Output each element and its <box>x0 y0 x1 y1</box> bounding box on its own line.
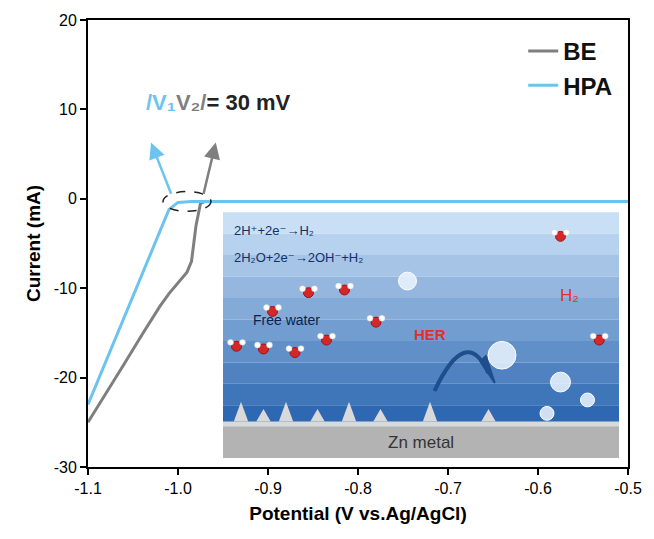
svg-text:Current (mA): Current (mA) <box>23 185 44 302</box>
svg-text:-1.0: -1.0 <box>164 480 192 497</box>
svg-text:0: 0 <box>68 190 77 207</box>
svg-text:-10: -10 <box>54 280 77 297</box>
svg-text:Zn metal: Zn metal <box>388 433 454 452</box>
svg-text:/V₁V₂/= 30 mV: /V₁V₂/= 30 mV <box>146 90 291 115</box>
svg-text:-20: -20 <box>54 369 77 386</box>
svg-text:Free water: Free water <box>253 312 320 328</box>
svg-text:2H⁺+2e⁻→H₂: 2H⁺+2e⁻→H₂ <box>234 223 314 238</box>
svg-text:HPA: HPA <box>563 73 612 100</box>
svg-text:BE: BE <box>563 38 596 65</box>
svg-text:-30: -30 <box>54 459 77 476</box>
svg-text:HER: HER <box>414 326 446 343</box>
svg-text:-0.5: -0.5 <box>614 480 642 497</box>
svg-text:10: 10 <box>59 101 77 118</box>
svg-text:-0.8: -0.8 <box>344 480 372 497</box>
svg-text:-0.9: -0.9 <box>254 480 282 497</box>
svg-text:20: 20 <box>59 12 77 29</box>
svg-text:-0.6: -0.6 <box>524 480 552 497</box>
svg-text:Potential (V vs.Ag/AgCl): Potential (V vs.Ag/AgCl) <box>249 503 466 524</box>
svg-text:-1.1: -1.1 <box>74 480 102 497</box>
svg-text:2H₂O+2e⁻→2OH⁻+H₂: 2H₂O+2e⁻→2OH⁻+H₂ <box>234 250 363 265</box>
svg-text:-0.7: -0.7 <box>434 480 462 497</box>
svg-text:H₂: H₂ <box>560 286 579 305</box>
